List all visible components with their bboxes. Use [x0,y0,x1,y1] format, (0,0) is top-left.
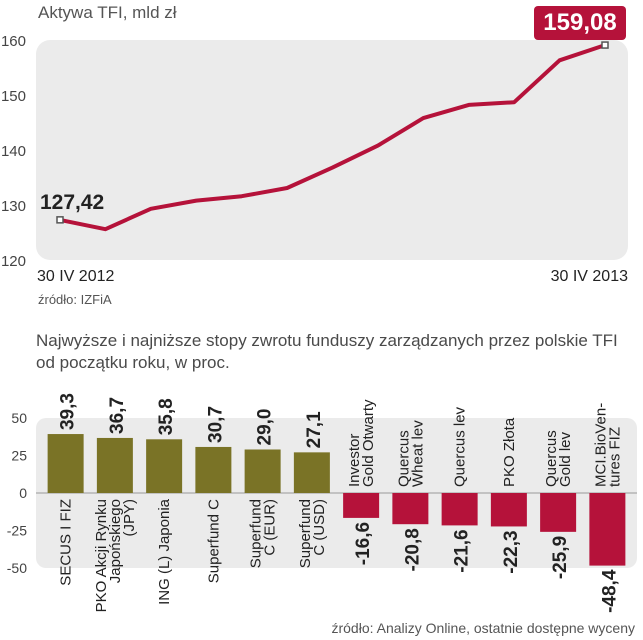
value-label: -22,3 [501,530,522,573]
category-label: PKO Akcji RynkuJapońskiego(JPY) [93,499,138,612]
chart2-title: Najwyższe i najniższe stopy zwrotu fundu… [36,331,618,372]
chart1-plot-area [36,40,628,260]
y-tick-label: -50 [7,560,27,576]
y-tick-label: 25 [11,448,27,464]
bar [392,493,429,525]
data-point [56,216,64,224]
x-label-start: 30 IV 2012 [37,268,115,285]
bar [441,493,478,526]
category-label: ING (L) Japonia [156,498,173,605]
bar [490,493,527,527]
value-label: -21,6 [452,529,473,572]
bar [540,493,577,532]
category-label: QuercusGold lev [543,430,574,487]
category-label: SuperfundC (USD) [297,499,328,568]
bar [96,437,133,493]
bar [293,452,330,493]
start-value-label: 127,42 [40,191,104,214]
bar [589,493,626,566]
bar [244,449,281,493]
value-label: -16,6 [353,522,374,565]
y-tick-label: 130 [1,198,26,215]
value-label: -25,9 [550,536,571,579]
chart1-title: Aktywa TFI, mld zł [38,3,177,22]
y-tick-label: -25 [7,523,27,539]
bar [343,493,380,518]
category-label: Superfund C [205,499,222,583]
category-label: Quercus lev [452,406,469,487]
chart1-line-chart: 120 130 140 150 160 127,42 30 IV 2012 30 IV 201… [1,33,629,285]
y-tick-label: 120 [1,253,26,270]
data-point [601,41,609,49]
x-label-end: 30 IV 2013 [551,268,629,285]
bar [146,439,183,493]
chart1-end-value-badge: 159,08 [534,6,626,40]
value-label: 29,0 [255,409,276,446]
category-label: PKO Złota [501,417,518,487]
category-label: SuperfundC (EUR) [248,499,279,568]
category-label: MCI.BioVen-tures FIZ [592,403,623,487]
value-label: -20,8 [402,528,423,571]
chart1-source: źródło: IZFiA [38,292,112,307]
y-tick-label: 0 [19,485,27,501]
value-label: 39,3 [58,393,79,430]
category-label: QuercusWheat lev [395,420,426,487]
value-label: 36,7 [107,397,128,434]
value-label: -48,4 [599,569,620,613]
category-label: InvestorGold Otwarty [346,399,377,487]
bar [47,434,84,493]
y-tick-label: 160 [1,33,26,50]
y-tick-label: 150 [1,88,26,105]
series-line [59,43,606,232]
value-label: 27,1 [304,411,325,448]
value-label: 35,8 [156,398,177,435]
y-tick-label: 50 [11,410,27,426]
category-label: SECUS I FIZ [58,499,75,586]
y-tick-label: 140 [1,143,26,160]
chart2-source: źródło: Analizy Online, ostatnie dostępn… [331,620,635,636]
bar [195,446,232,493]
value-label: 30,7 [205,406,226,443]
